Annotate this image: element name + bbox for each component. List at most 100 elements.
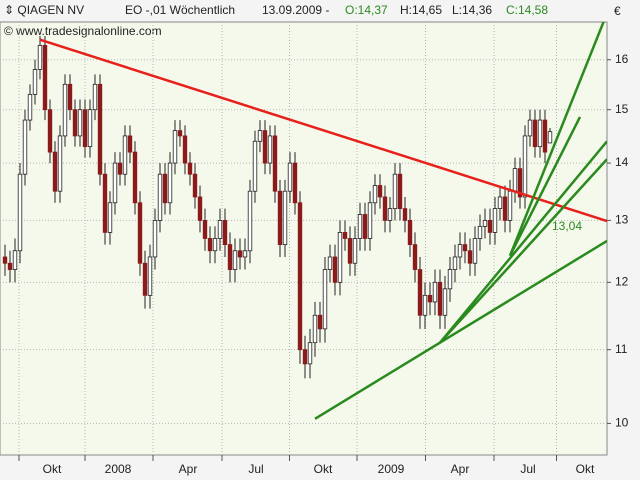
candle-body bbox=[262, 130, 268, 164]
candle-body bbox=[22, 119, 28, 175]
candle-body bbox=[532, 119, 538, 148]
candle-body bbox=[542, 119, 548, 153]
candle-body bbox=[522, 135, 528, 198]
candle-body bbox=[217, 220, 223, 239]
candle-body bbox=[432, 281, 438, 303]
candle-body bbox=[457, 244, 463, 258]
y-tick-label: 12 bbox=[615, 275, 629, 289]
candle-body bbox=[422, 294, 428, 316]
candle-body bbox=[447, 269, 453, 290]
instrument-name: ⇕ QIAGEN NV bbox=[4, 3, 84, 17]
x-tick-label: Apr bbox=[451, 462, 470, 476]
candle-body bbox=[27, 93, 33, 121]
candle-body bbox=[177, 130, 183, 137]
candle-body bbox=[332, 256, 338, 283]
candle-body bbox=[487, 220, 493, 233]
candle-body bbox=[427, 294, 433, 303]
candle-body bbox=[67, 83, 73, 111]
candle-body bbox=[207, 238, 213, 252]
x-tick-label: Jul bbox=[520, 462, 535, 476]
candle-body bbox=[152, 220, 158, 258]
candle-body bbox=[442, 288, 448, 316]
candle-body bbox=[112, 162, 118, 204]
candle-body bbox=[467, 250, 473, 264]
candle-body bbox=[252, 140, 258, 192]
candle-body bbox=[242, 250, 248, 258]
candle-body bbox=[322, 269, 328, 330]
candle-body bbox=[142, 262, 148, 296]
quote-date: 13.09.2009 - bbox=[262, 3, 329, 17]
trend-line bbox=[439, 158, 607, 344]
candle-body bbox=[502, 196, 508, 221]
trend-line bbox=[39, 38, 607, 223]
marks bbox=[2, 22, 607, 420]
candle-body bbox=[147, 256, 153, 296]
candle-body bbox=[527, 119, 533, 137]
quote-low: L:14,36 bbox=[452, 3, 492, 17]
candle-body bbox=[347, 238, 353, 264]
candle-body bbox=[382, 196, 388, 221]
x-tick-label: Okt bbox=[43, 462, 62, 476]
candle-body bbox=[92, 83, 98, 111]
candle-body bbox=[132, 151, 138, 204]
candle-body bbox=[472, 238, 478, 264]
candle-body bbox=[302, 349, 308, 365]
candle-body bbox=[52, 151, 58, 192]
annotation: 13,04 bbox=[552, 219, 582, 233]
candle-body bbox=[377, 185, 383, 198]
candle-body bbox=[97, 83, 103, 175]
candle-body bbox=[452, 256, 458, 270]
candle-body bbox=[277, 190, 283, 245]
candle-body bbox=[107, 202, 113, 233]
candle-body bbox=[227, 244, 233, 270]
trend-line bbox=[508, 116, 582, 257]
candle-body bbox=[77, 109, 83, 137]
candle-body bbox=[37, 44, 43, 70]
candle-body bbox=[547, 131, 553, 144]
candle-body bbox=[232, 250, 238, 270]
x-tick-label: Jul bbox=[248, 462, 263, 476]
y-tick-label: 15 bbox=[615, 102, 629, 116]
candle-body bbox=[317, 314, 323, 330]
candle-body bbox=[12, 250, 18, 270]
source: © www.tradesignalonline.com bbox=[4, 24, 162, 38]
candle-body bbox=[17, 173, 23, 252]
candle-body bbox=[292, 162, 298, 204]
candle-body bbox=[437, 281, 443, 316]
y-tick-label: 14 bbox=[615, 155, 629, 169]
candle-body bbox=[537, 119, 543, 148]
candle-body bbox=[72, 109, 78, 137]
x-tick-label: 2009 bbox=[378, 462, 405, 476]
candle-body bbox=[212, 238, 218, 252]
candle-body bbox=[357, 214, 363, 239]
candle-body bbox=[507, 190, 513, 221]
candle-body bbox=[512, 168, 518, 192]
candle-body bbox=[362, 214, 368, 239]
trend-line bbox=[314, 239, 607, 420]
candle-body bbox=[492, 208, 498, 233]
candle-body bbox=[7, 262, 13, 270]
candle-body bbox=[247, 190, 253, 252]
candle-body bbox=[307, 342, 313, 365]
quote-high: H:14,65 bbox=[400, 3, 442, 17]
x-tick-label: Okt bbox=[576, 462, 595, 476]
candle-body bbox=[342, 232, 348, 239]
candle-body bbox=[462, 244, 468, 252]
candle-body bbox=[82, 109, 88, 148]
candle-body bbox=[402, 208, 408, 221]
candle-body bbox=[337, 232, 343, 283]
candle-body bbox=[387, 208, 393, 221]
x-tick-label: Apr bbox=[179, 462, 198, 476]
candle-body bbox=[397, 173, 403, 209]
candle-body bbox=[122, 135, 128, 175]
y-tick-label: 16 bbox=[615, 52, 629, 66]
candle-body bbox=[372, 185, 378, 204]
candle-body bbox=[282, 190, 288, 245]
x-tick-label: 2008 bbox=[105, 462, 132, 476]
trend-line bbox=[439, 140, 607, 344]
candle-body bbox=[237, 250, 243, 258]
candle-body bbox=[352, 238, 358, 264]
candle-body bbox=[187, 162, 193, 175]
currency: € bbox=[614, 4, 621, 18]
